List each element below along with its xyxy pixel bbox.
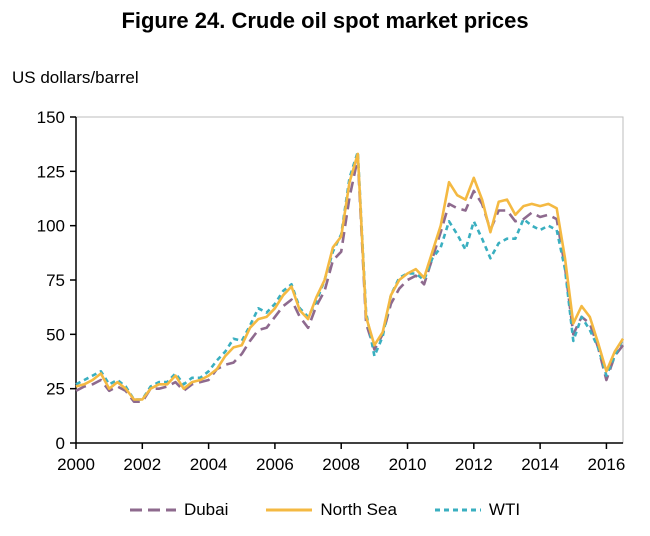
y-tick-label: 100: [37, 217, 65, 236]
legend-label-wti: WTI: [488, 500, 521, 519]
legend: Dubai North Sea WTI: [0, 500, 650, 520]
y-axis-label: US dollars/barrel: [12, 68, 139, 87]
x-tick-label: 2010: [389, 455, 427, 474]
y-tick-label: 50: [46, 325, 65, 344]
legend-item-wti: WTI: [434, 500, 521, 520]
x-tick-label: 2012: [455, 455, 493, 474]
x-tick-label: 2006: [256, 455, 294, 474]
y-tick-label: 25: [46, 380, 65, 399]
y-tick-label: 150: [37, 108, 65, 127]
y-tick-label: 75: [46, 271, 65, 290]
legend-swatch-north-sea: [266, 508, 313, 512]
x-tick-label: 2000: [57, 455, 95, 474]
series-line-wti: [75, 150, 625, 401]
series-line-north-sea: [75, 152, 625, 401]
y-tick-label: 0: [56, 434, 65, 453]
legend-swatch-dubai: [129, 508, 176, 512]
x-tick-label: 2002: [123, 455, 161, 474]
series-line-dubai: [75, 157, 625, 403]
x-tick-label: 2014: [521, 455, 559, 474]
plot-area-frame: [75, 116, 624, 444]
x-tick-label: 2016: [588, 455, 626, 474]
legend-label-dubai: Dubai: [183, 500, 229, 519]
chart-title: Figure 24. Crude oil spot market prices: [121, 8, 529, 33]
legend-item-north-sea: North Sea: [266, 500, 397, 520]
x-tick-label: 2004: [190, 455, 228, 474]
legend-label-north-sea: North Sea: [320, 500, 397, 519]
x-tick-label: 2008: [322, 455, 360, 474]
legend-swatch-wti: [434, 508, 481, 512]
legend-item-dubai: Dubai: [129, 500, 229, 520]
y-tick-label: 125: [37, 162, 65, 181]
